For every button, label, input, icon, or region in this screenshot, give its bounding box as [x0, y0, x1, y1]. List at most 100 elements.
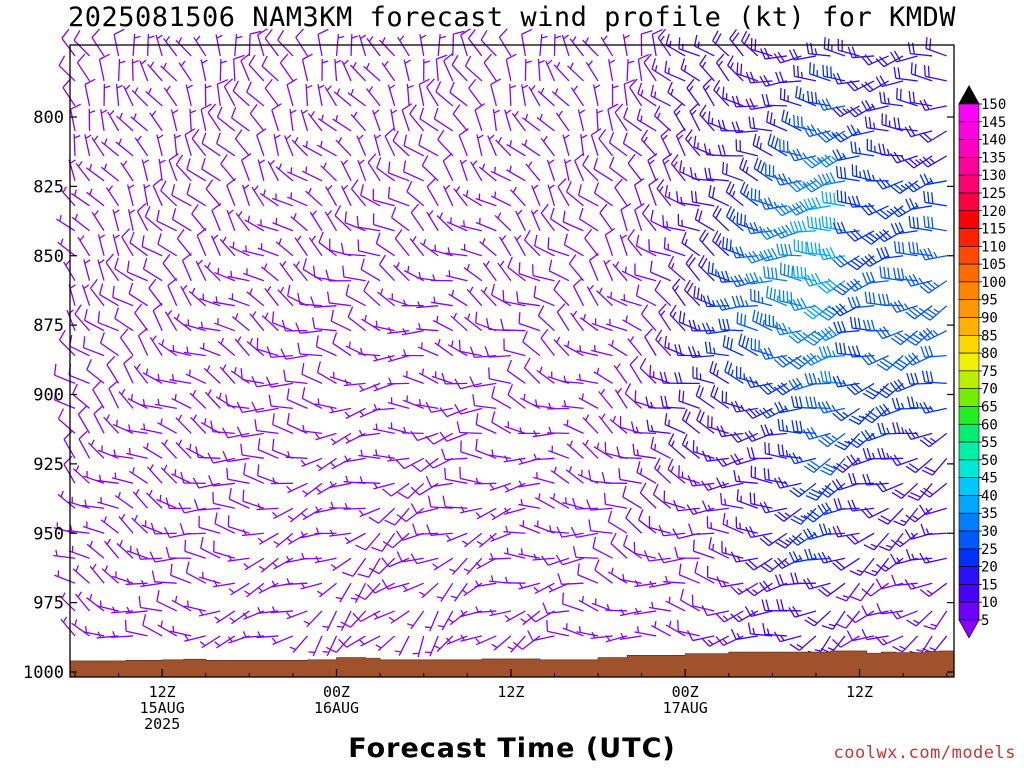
wind-barb: [343, 379, 366, 387]
barb-flag: [795, 202, 804, 213]
barb-flag: [847, 46, 853, 58]
wind-barb: [701, 500, 729, 512]
wind-barb: [117, 58, 126, 81]
barb-staff: [636, 471, 657, 484]
wind-barb: [634, 263, 657, 282]
barb-flag: [790, 395, 795, 408]
barb-flag: [410, 203, 420, 214]
wind-barb: [622, 132, 642, 157]
barb-half-flag: [623, 34, 630, 39]
barb-staff: [650, 271, 671, 282]
barb-staff: [294, 237, 308, 257]
barb-half-flag: [856, 108, 863, 114]
wind-barb: [876, 246, 904, 260]
barb-flag: [629, 78, 638, 88]
barb-flag: [460, 440, 462, 452]
barb-flag: [832, 638, 842, 648]
barb-flag: [846, 232, 856, 242]
barb-half-flag: [759, 226, 764, 233]
barb-flag: [884, 246, 890, 258]
barb-half-flag: [509, 165, 512, 172]
barb-flag: [527, 630, 534, 641]
barb-flag: [849, 595, 862, 602]
wind-barb: [314, 506, 337, 514]
barb-flag: [748, 559, 758, 569]
wind-barb: [638, 509, 657, 534]
barb-half-flag: [228, 554, 233, 561]
barb-staff: [272, 635, 294, 646]
wind-barb: [491, 386, 512, 409]
barb-staff: [593, 168, 613, 182]
wind-barb: [158, 158, 166, 181]
barb-flag: [720, 492, 723, 505]
barb-flag: [894, 361, 905, 369]
barb-half-flag: [524, 113, 529, 121]
barb-staff: [178, 62, 192, 82]
wind-barb: [690, 190, 715, 207]
barb-flag: [794, 396, 799, 408]
barb-flag: [83, 309, 88, 321]
barb-staff: [142, 624, 163, 637]
wind-barb: [627, 228, 643, 257]
wind-barb: [875, 55, 904, 68]
wind-barb: [308, 635, 323, 657]
barb-flag: [699, 104, 707, 115]
barb-flag: [821, 248, 828, 260]
barb-half-flag: [663, 159, 670, 165]
barb-flag: [681, 433, 688, 445]
barb-flag: [781, 109, 785, 121]
wind-barb: [211, 202, 222, 232]
wind-barb: [57, 490, 76, 509]
barb-half-flag: [166, 85, 171, 92]
wind-barb: [686, 78, 701, 107]
barb-half-flag: [900, 154, 905, 161]
barb-half-flag: [762, 319, 765, 327]
barb-half-flag: [870, 543, 877, 548]
barb-half-flag: [119, 540, 124, 547]
barb-staff: [204, 391, 221, 409]
barb-flag: [877, 422, 882, 435]
barb-half-flag: [509, 85, 517, 89]
wind-barb: [373, 382, 395, 392]
wind-barb: [525, 161, 541, 182]
barb-flag: [877, 518, 889, 525]
barb-flag: [745, 98, 752, 110]
wind-barb: [207, 103, 221, 132]
barb-half-flag: [192, 389, 197, 397]
wind-barb: [802, 577, 831, 590]
barb-half-flag: [831, 404, 836, 411]
barb-staff: [569, 38, 585, 57]
wind-barb: [314, 398, 337, 410]
barb-staff: [490, 532, 512, 543]
barb-flag: [857, 317, 861, 330]
barb-staff: [446, 432, 468, 442]
barb-flag: [797, 115, 800, 128]
wind-barb: [639, 357, 657, 384]
barb-flag: [675, 128, 686, 137]
barb-half-flag: [522, 84, 529, 89]
barb-half-flag: [178, 439, 183, 446]
barb-half-flag: [708, 148, 712, 156]
barb-staff: [436, 635, 454, 652]
wind-barb: [77, 235, 91, 257]
barb-flag: [879, 405, 887, 416]
barb-half-flag: [69, 159, 76, 165]
barb-staff: [416, 532, 439, 536]
barb-flag: [875, 578, 883, 590]
barb-half-flag: [516, 234, 522, 241]
barb-flag: [777, 384, 787, 394]
barb-half-flag: [467, 313, 471, 320]
barb-flag: [735, 95, 741, 107]
barb-half-flag: [472, 160, 478, 166]
barb-flag: [850, 260, 861, 268]
wind-barb: [835, 166, 860, 182]
barb-half-flag: [743, 373, 746, 380]
wind-barb: [675, 191, 700, 207]
barb-flag: [451, 54, 459, 66]
wind-barb: [234, 336, 250, 357]
barb-staff: [216, 610, 236, 624]
barb-flag: [809, 179, 819, 189]
wind-barb: [184, 600, 206, 612]
barb-flag: [112, 285, 115, 298]
barb-flag: [619, 415, 622, 428]
